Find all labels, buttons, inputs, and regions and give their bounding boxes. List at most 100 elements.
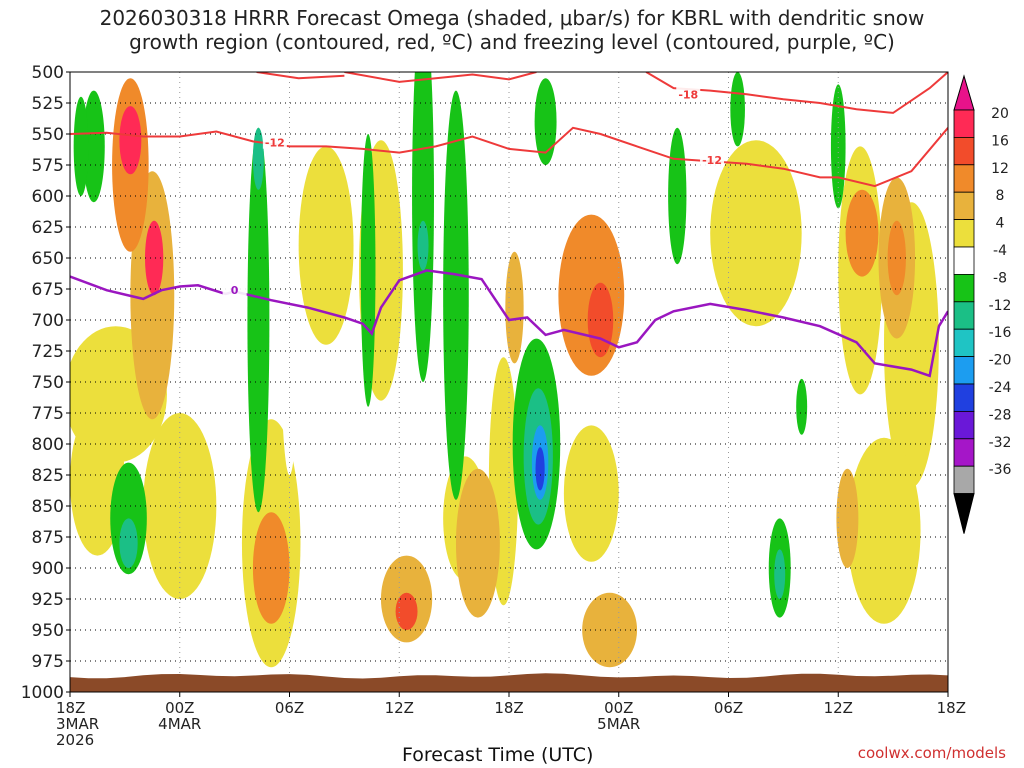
dgz-contour-line (344, 72, 537, 83)
y-tick-label: 650 (32, 249, 64, 269)
colorbar-swatch (953, 219, 975, 248)
omega-blob (82, 90, 105, 203)
colorbar-swatch (953, 465, 975, 495)
surface-terrain (70, 673, 948, 692)
dgz-contour-label-bg (262, 134, 287, 149)
credit-text: coolwx.com/models (857, 744, 1006, 762)
colorbar-swatch (953, 164, 975, 193)
x-axis-title: Forecast Time (UTC) (402, 744, 594, 766)
colorbar-label: 20 (991, 106, 1009, 122)
grid-lines (70, 72, 948, 692)
chart-title-line2: growth region (contoured, red, ºC) and f… (129, 30, 895, 54)
colorbar-label: -8 (993, 270, 1007, 286)
y-tick-label: 750 (32, 373, 64, 393)
omega-blob (845, 189, 879, 277)
dgz-contour-label: -12 (702, 154, 722, 167)
y-tick-label: 850 (32, 497, 64, 517)
y-tick-label: 675 (32, 280, 64, 300)
omega-blob (247, 127, 270, 513)
omega-blob (847, 437, 921, 624)
y-tick-label: 600 (32, 187, 64, 207)
colorbar-swatch (953, 383, 975, 412)
colorbar-label: -20 (989, 353, 1012, 369)
y-tick-label: 700 (32, 311, 64, 331)
y-axis: 500 525 550 575 600 625 650 675 700 725 750 775 800 8… (21, 63, 70, 703)
omega-blob (774, 549, 786, 599)
omega-blob (143, 413, 217, 599)
chart-title: 2026030318 HRRR Forecast Omega (shaded, … (0, 6, 1024, 54)
dgz-contour-label-bg (676, 86, 701, 101)
surface-terrain-fill (70, 673, 948, 692)
colorbar-bottom-arrow (953, 493, 975, 534)
dgz-contour-label: -18 (678, 88, 698, 101)
colorbar-swatch (953, 273, 975, 303)
y-tick-label: 875 (32, 528, 64, 548)
omega-blob (887, 220, 906, 296)
chart-title-line1: 2026030318 HRRR Forecast Omega (shaded, … (99, 6, 925, 30)
dgz-contour-label-bg (700, 152, 725, 167)
x-tick-label: 18Z (937, 699, 966, 717)
colorbar-swatch (953, 328, 975, 358)
omega-blob (443, 90, 469, 500)
y-tick-label: 525 (32, 94, 64, 114)
colorbar-label: 4 (996, 216, 1005, 232)
colorbar-label: -24 (989, 380, 1012, 396)
omega-blob (710, 140, 802, 327)
y-tick-label: 550 (32, 125, 64, 145)
omega-blob (252, 512, 290, 624)
omega-blob (252, 127, 264, 190)
omega-blob (563, 425, 619, 562)
colorbar-swatch (953, 410, 975, 440)
freezing-level-label-bg (222, 282, 247, 297)
omega-blob (119, 518, 138, 568)
y-tick-label: 500 (32, 63, 64, 83)
omega-blob (455, 468, 500, 618)
y-tick-label: 925 (32, 590, 64, 610)
x-tick-label: 06Z (275, 699, 304, 717)
colorbar-label: -36 (989, 462, 1012, 478)
x-tick-label: 00Z (165, 699, 194, 717)
y-tick-label: 625 (32, 218, 64, 238)
omega-blob (582, 592, 638, 668)
x-tick-label: 18Z (56, 699, 85, 717)
y-tick-label: 800 (32, 435, 64, 455)
x-tick-label: 18Z (494, 699, 523, 717)
omega-blob (280, 165, 299, 475)
colorbar-swatch (953, 301, 975, 330)
colorbar-swatch (953, 246, 975, 275)
omega-blob (417, 220, 429, 271)
colorbar-swatch (953, 356, 975, 385)
omega-blob (534, 78, 557, 165)
colorbar-label: -28 (989, 407, 1012, 423)
colorbar-top-arrow (953, 74, 975, 111)
omega-blob (730, 72, 745, 147)
y-tick-label: 950 (32, 621, 64, 641)
freezing-level-label: 0 (231, 284, 239, 297)
omega-blob (119, 106, 142, 175)
contours: -12 -18 -12 0 (70, 72, 948, 378)
y-tick-label: 775 (32, 404, 64, 424)
colorbar-label: 8 (996, 188, 1005, 204)
colorbar-swatch (953, 136, 975, 166)
colorbar-label: -12 (989, 298, 1012, 314)
y-tick-label: 725 (32, 342, 64, 362)
omega-blob (796, 378, 808, 435)
colorbar: 20 16 12 8 4 -4 -8 -12 -16 -20 -24 -28 -32 -36 (953, 74, 1012, 534)
colorbar-swatch (953, 191, 975, 220)
omega-blob (836, 468, 859, 568)
y-tick-label: 575 (32, 156, 64, 176)
y-tick-label: 825 (32, 466, 64, 486)
omega-blob (298, 146, 354, 345)
x-tick-label: 5MAR (597, 715, 640, 733)
colorbar-swatch (953, 109, 975, 138)
omega-blob (360, 134, 376, 407)
x-tick-label: 12Z (824, 699, 853, 717)
omega-shading (70, 72, 939, 668)
omega-blob (73, 96, 89, 196)
dgz-contour-line (70, 126, 948, 188)
dgz-contour-line (256, 72, 345, 80)
x-tick-label: 3MAR (56, 715, 99, 733)
colorbar-label: 12 (991, 161, 1009, 177)
x-tick-label: 2026 (56, 731, 94, 749)
